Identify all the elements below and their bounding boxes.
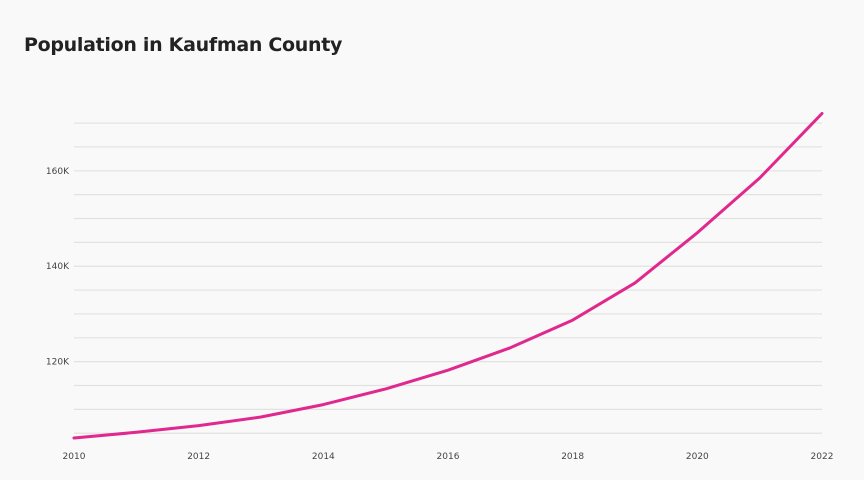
y-tick-label: 160K — [46, 167, 70, 177]
x-tick-label: 2020 — [686, 452, 709, 462]
y-tick-label: 140K — [46, 262, 70, 272]
x-tick-label: 2018 — [561, 452, 584, 462]
y-tick-label: 120K — [46, 358, 70, 368]
y-axis-ticks: 120K 140K 160K — [46, 167, 70, 368]
x-tick-label: 2010 — [63, 452, 86, 462]
series-layer — [72, 112, 824, 440]
x-tick-label: 2016 — [437, 452, 460, 462]
x-tick-label: 2022 — [811, 452, 834, 462]
x-tick-label: 2014 — [312, 452, 335, 462]
x-tick-label: 2012 — [187, 452, 210, 462]
series-line — [72, 112, 824, 440]
chart-title: Population in Kaufman County — [24, 34, 343, 56]
x-axis-ticks: 2010 2012 2014 2016 2018 2020 2022 — [63, 452, 834, 462]
gridlines — [74, 122, 822, 434]
